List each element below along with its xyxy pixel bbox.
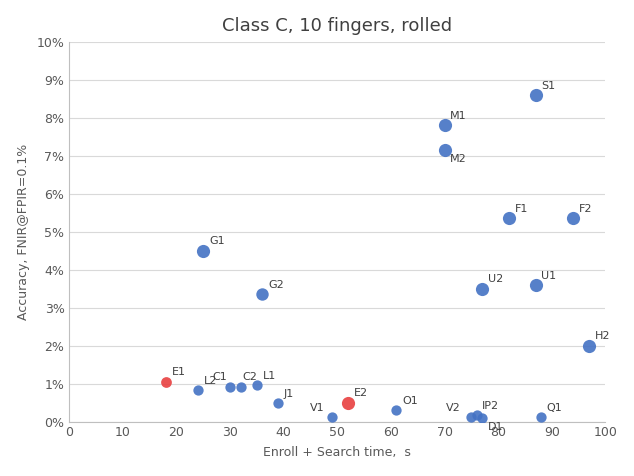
Text: S1: S1: [541, 81, 555, 91]
X-axis label: Enroll + Search time,  s: Enroll + Search time, s: [264, 446, 411, 459]
Point: [161, 378, 171, 386]
Text: F2: F2: [579, 204, 592, 214]
Point: [257, 290, 268, 298]
Point: [225, 383, 235, 390]
Text: M1: M1: [450, 111, 467, 121]
Text: C2: C2: [242, 372, 257, 382]
Text: V1: V1: [310, 403, 325, 413]
Point: [327, 413, 337, 421]
Text: E1: E1: [171, 367, 185, 377]
Text: U2: U2: [488, 275, 503, 285]
Point: [568, 215, 578, 222]
Text: F1: F1: [514, 204, 528, 214]
Text: L1: L1: [262, 371, 276, 381]
Point: [252, 382, 262, 389]
Title: Class C, 10 fingers, rolled: Class C, 10 fingers, rolled: [223, 17, 453, 35]
Point: [504, 215, 514, 222]
Text: G1: G1: [209, 237, 224, 247]
Text: E2: E2: [354, 388, 368, 398]
Text: V2: V2: [446, 403, 461, 413]
Text: O1: O1: [402, 396, 418, 406]
Text: C1: C1: [212, 372, 227, 382]
Text: G2: G2: [268, 280, 283, 290]
Point: [439, 121, 450, 129]
Point: [198, 247, 209, 255]
Point: [439, 146, 450, 154]
Text: L2: L2: [204, 376, 217, 386]
Point: [193, 387, 203, 394]
Point: [467, 413, 477, 421]
Point: [273, 399, 283, 407]
Text: M2: M2: [450, 154, 467, 164]
Point: [391, 407, 401, 414]
Text: D1: D1: [488, 422, 503, 432]
Point: [531, 281, 541, 288]
Point: [585, 342, 595, 349]
Point: [343, 399, 353, 407]
Point: [472, 411, 482, 418]
Text: U1: U1: [541, 271, 557, 281]
Point: [531, 91, 541, 99]
Point: [477, 285, 487, 292]
Text: J1: J1: [284, 389, 294, 399]
Point: [477, 415, 487, 422]
Text: IP2: IP2: [482, 400, 500, 410]
Point: [536, 413, 546, 421]
Text: Q1: Q1: [547, 403, 562, 413]
Point: [236, 383, 246, 390]
Text: H2: H2: [595, 331, 611, 341]
Y-axis label: Accuracy, FNIR@FPIR=0.1%: Accuracy, FNIR@FPIR=0.1%: [16, 144, 30, 320]
